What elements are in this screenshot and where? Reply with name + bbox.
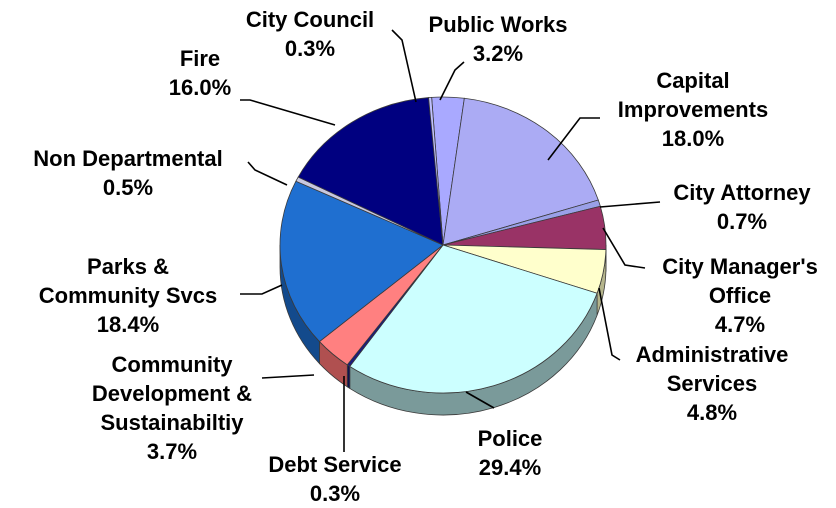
label-line-fire-1: 16.0%	[169, 75, 231, 100]
leader-fire	[240, 100, 335, 125]
label-parks-community-svcs: Parks & Community Svcs 18.4%	[39, 254, 218, 337]
leader-public-works	[440, 62, 464, 100]
label-line-community-development-sustainabiltiy-3: 3.7%	[147, 439, 197, 464]
label-line-community-development-sustainabiltiy-1: Development &	[92, 381, 252, 406]
leader-city-manager-s-office	[603, 228, 645, 268]
label-line-city-manager-s-office-1: Office	[709, 283, 771, 308]
label-capital-improvements: Capital Improvements 18.0%	[618, 68, 768, 151]
label-line-city-attorney-0: City Attorney	[673, 180, 811, 205]
label-line-parks-community-svcs-2: 18.4%	[97, 312, 159, 337]
label-line-police-1: 29.4%	[479, 455, 541, 480]
leader-city-council	[392, 30, 416, 102]
label-line-debt-service-1: 0.3%	[310, 481, 360, 506]
leader-city-attorney	[600, 202, 660, 207]
label-line-non-departmental-1: 0.5%	[103, 175, 153, 200]
label-line-fire-0: Fire	[180, 46, 220, 71]
label-line-administrative-services-0: Administrative	[636, 342, 789, 367]
label-line-police-0: Police	[478, 426, 543, 451]
label-line-capital-improvements-1: Improvements	[618, 97, 768, 122]
label-line-city-attorney-1: 0.7%	[717, 209, 767, 234]
leader-non-departmental	[248, 162, 287, 185]
label-public-works: Public Works 3.2%	[429, 12, 568, 66]
label-non-departmental: Non Departmental 0.5%	[33, 146, 222, 200]
leader-community-development-sustainabiltiy	[262, 375, 314, 378]
label-line-parks-community-svcs-1: Community Svcs	[39, 283, 218, 308]
label-city-council: City Council 0.3%	[246, 7, 374, 61]
label-line-public-works-1: 3.2%	[473, 41, 523, 66]
label-line-parks-community-svcs-0: Parks &	[87, 254, 169, 279]
label-line-city-manager-s-office-2: 4.7%	[715, 312, 765, 337]
label-line-community-development-sustainabiltiy-0: Community	[112, 352, 234, 377]
label-line-public-works-0: Public Works	[429, 12, 568, 37]
label-fire: Fire 16.0%	[169, 46, 231, 100]
label-line-community-development-sustainabiltiy-2: Sustainabiltiy	[100, 410, 244, 435]
label-line-non-departmental-0: Non Departmental	[33, 146, 222, 171]
label-line-capital-improvements-0: Capital	[656, 68, 729, 93]
label-debt-service: Debt Service 0.3%	[268, 452, 401, 506]
label-line-administrative-services-2: 4.8%	[687, 400, 737, 425]
label-line-city-manager-s-office-0: City Manager's	[662, 254, 818, 279]
leader-parks-community-svcs	[240, 285, 282, 294]
label-line-administrative-services-1: Services	[667, 371, 758, 396]
label-line-city-council-1: 0.3%	[285, 36, 335, 61]
label-community-development-sustainabiltiy: Community Development & Sustainabiltiy 3.7%	[92, 352, 252, 464]
label-police: Police 29.4%	[478, 426, 543, 480]
label-city-manager-s-office: City Manager's Office 4.7%	[662, 254, 818, 337]
label-line-capital-improvements-2: 18.0%	[662, 126, 724, 151]
label-city-attorney: City Attorney 0.7%	[673, 180, 811, 234]
pie-slices	[280, 97, 606, 393]
label-line-debt-service-0: Debt Service	[268, 452, 401, 477]
label-administrative-services: Administrative Services 4.8%	[636, 342, 789, 425]
label-line-city-council-0: City Council	[246, 7, 374, 32]
